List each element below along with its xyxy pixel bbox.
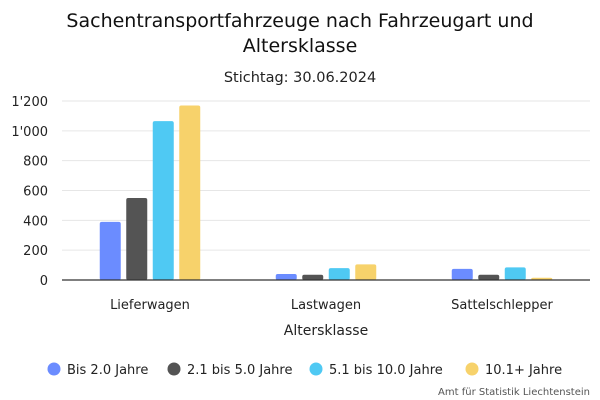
legend-label: Bis 2.0 Jahre: [67, 363, 148, 378]
bar[interactable]: [302, 274, 324, 280]
legend-label: 10.1+ Jahre: [485, 363, 562, 378]
legend-label: 5.1 bis 10.0 Jahre: [329, 363, 443, 378]
legend-item[interactable]: 2.1 bis 5.0 Jahre: [167, 362, 293, 379]
bar[interactable]: [478, 274, 500, 280]
x-tick-label: Lastwagen: [291, 298, 361, 313]
legend-item[interactable]: 5.1 bis 10.0 Jahre: [309, 362, 443, 379]
chart-title-line-1: Sachentransportfahrzeuge nach Fahrzeugar…: [66, 10, 533, 32]
legend-label: 2.1 bis 5.0 Jahre: [187, 363, 292, 378]
bar[interactable]: [179, 105, 201, 280]
credit-text: Amt für Statistik Liechtenstein: [438, 387, 590, 398]
x-axis-label: Altersklasse: [284, 323, 368, 339]
bars: [99, 105, 553, 280]
y-tick-label: 600: [23, 185, 48, 200]
bar[interactable]: [504, 267, 526, 280]
y-tick-label: 1'200: [11, 95, 48, 110]
y-tick-label: 800: [23, 155, 48, 170]
bar[interactable]: [152, 121, 174, 280]
bar[interactable]: [328, 268, 350, 280]
axes: 0 200 400 600 800 1'000 1'200 Lieferwagen Lastwa…: [11, 95, 590, 313]
chart-title-line-2: Altersklasse: [243, 35, 358, 57]
legend-marker: [47, 362, 61, 376]
y-tick-label: 1'000: [11, 125, 48, 140]
bar[interactable]: [451, 268, 473, 280]
bar[interactable]: [126, 197, 148, 280]
grid: [62, 100, 590, 251]
y-tick-label: 0: [40, 274, 48, 289]
legend-item[interactable]: Bis 2.0 Jahre: [47, 362, 149, 379]
x-tick-label: Lieferwagen: [110, 298, 190, 313]
legend-item[interactable]: 10.1+ Jahre: [465, 362, 563, 379]
x-tick-label: Sattelschlepper: [451, 298, 553, 313]
bar[interactable]: [355, 264, 377, 280]
legend[interactable]: Bis 2.0 Jahre 2.1 bis 5.0 Jahre 5.1 bis 10…: [47, 362, 563, 379]
chart-subtitle: Stichtag: 30.06.2024: [224, 70, 376, 86]
y-tick-label: 400: [23, 214, 48, 229]
bar[interactable]: [275, 274, 297, 280]
legend-marker: [465, 362, 479, 376]
bar[interactable]: [99, 221, 121, 280]
y-tick-label: 200: [23, 244, 48, 259]
legend-marker: [167, 362, 181, 376]
legend-marker: [309, 362, 323, 376]
